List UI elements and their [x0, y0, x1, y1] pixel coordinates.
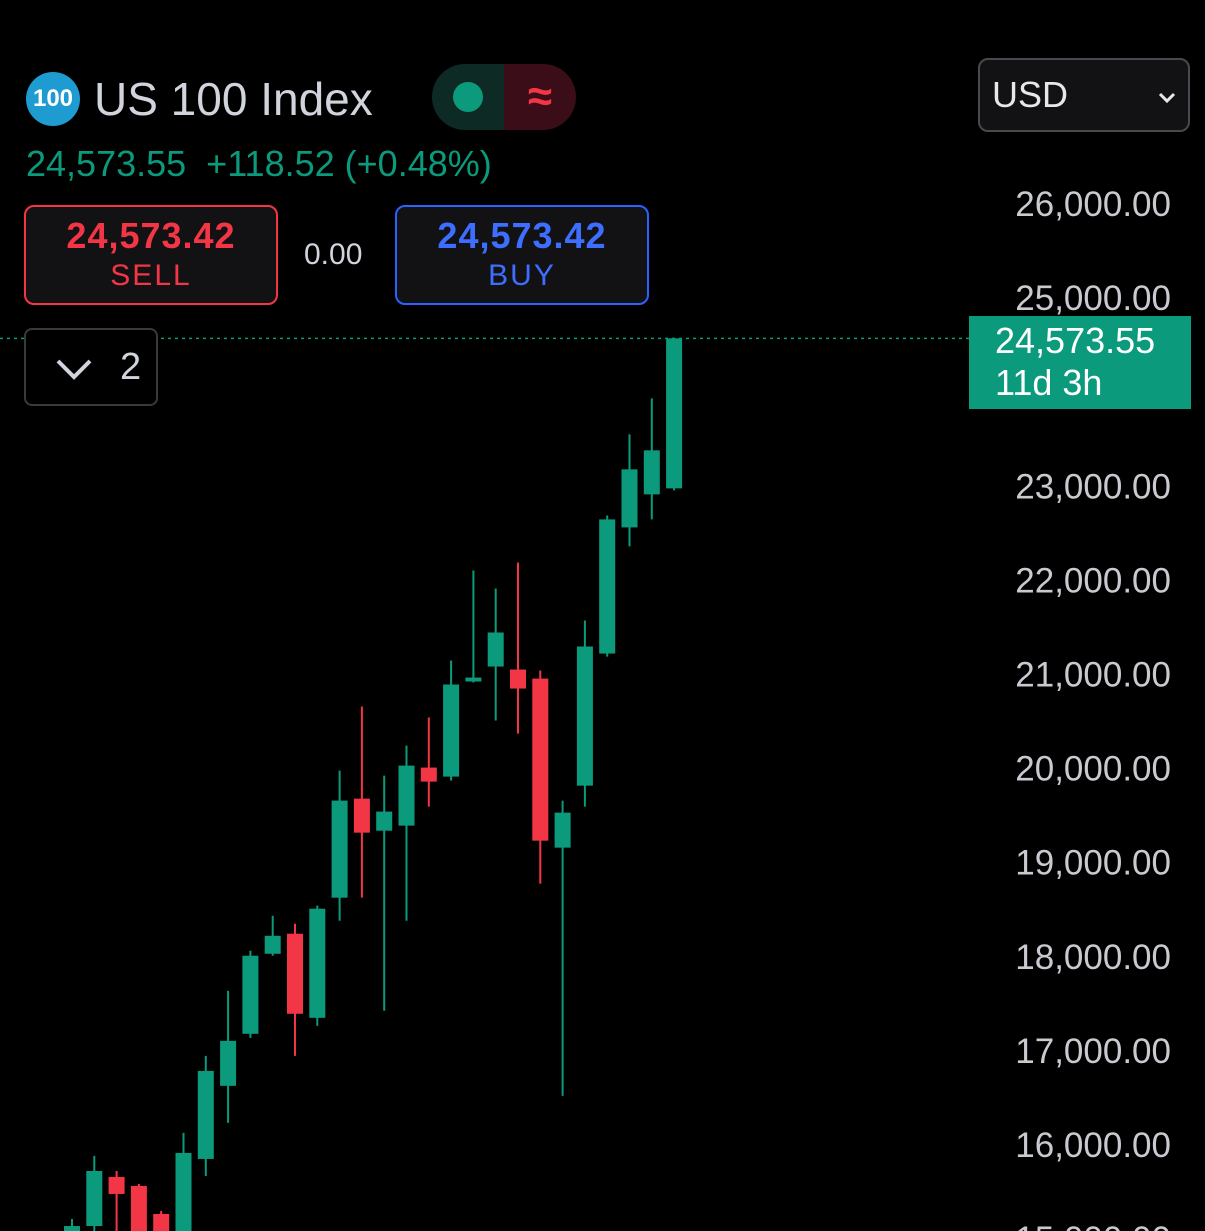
y-tick-label: 15,000.00 — [1015, 1220, 1171, 1231]
symbol-title: US 100 Index — [94, 73, 373, 125]
y-tick-label: 20,000.00 — [1015, 750, 1171, 789]
dropdown-icon — [1158, 92, 1176, 104]
candle-body — [420, 767, 437, 782]
delayed-indicator: ≈ — [504, 64, 576, 130]
market-open-indicator — [432, 64, 504, 130]
candle-body — [287, 933, 303, 1014]
chevron-icon — [56, 359, 92, 380]
y-tick-label: 17,000.00 — [1015, 1032, 1171, 1071]
y-tick-label: 22,000.00 — [1015, 561, 1171, 600]
candle-body — [621, 469, 638, 528]
collapse-count: 2 — [120, 345, 142, 388]
countdown: 11d 3h — [995, 362, 1103, 403]
change: +118.52 — [206, 143, 335, 184]
buy-button[interactable]: 24,573.42 BUY — [395, 205, 649, 305]
candle-body — [576, 646, 593, 786]
collapse-button[interactable]: 2 — [24, 328, 158, 406]
last-price-tag: 24,573.55 11d 3h — [969, 316, 1191, 409]
candle-body — [331, 800, 348, 898]
candle-body — [643, 450, 660, 495]
candle-body — [130, 1185, 147, 1231]
candle-body — [487, 632, 504, 667]
candle-body — [465, 677, 482, 682]
currency-label: USD — [992, 74, 1069, 115]
sell-label: SELL — [110, 259, 192, 292]
candle-body — [376, 811, 393, 831]
price-line: 24,573.55 +118.52 (+0.48%) — [26, 142, 492, 186]
candle-body — [398, 765, 415, 826]
candle-body — [309, 908, 326, 1018]
sell-button[interactable]: 24,573.42 SELL — [24, 205, 278, 305]
y-tick-label: 21,000.00 — [1015, 656, 1171, 695]
y-tick-label: 16,000.00 — [1015, 1126, 1171, 1165]
y-tick-label: 25,000.00 — [1015, 279, 1171, 318]
candle-body — [220, 1040, 237, 1086]
candle-body — [153, 1213, 170, 1231]
y-tick-label: 26,000.00 — [1015, 185, 1171, 224]
candle-body — [242, 955, 259, 1034]
currency-select[interactable]: USD — [978, 58, 1190, 132]
candle-body — [353, 798, 370, 833]
candle-body — [86, 1170, 103, 1227]
change-pct: (+0.48%) — [344, 143, 492, 184]
candle-body — [443, 684, 460, 777]
candle-body — [175, 1152, 192, 1231]
status-toggle[interactable]: ≈ — [432, 64, 576, 130]
buy-label: BUY — [488, 259, 556, 292]
candle-body — [64, 1226, 80, 1231]
candle-body — [554, 812, 571, 848]
candle-body — [264, 935, 281, 954]
sell-price: 24,573.42 — [66, 215, 236, 256]
candle-body — [532, 678, 549, 841]
candle-body — [599, 519, 616, 654]
candle-body — [510, 669, 526, 689]
symbol-badge: 100 — [26, 72, 80, 126]
last-price: 24,573.55 — [995, 320, 1156, 361]
y-tick-label: 18,000.00 — [1015, 938, 1171, 977]
candle-body — [666, 338, 683, 489]
buy-price: 24,573.42 — [437, 215, 607, 256]
y-tick-label: 19,000.00 — [1015, 844, 1171, 883]
y-tick-label: 23,000.00 — [1015, 467, 1171, 506]
price: 24,573.55 — [26, 143, 187, 184]
candle-body — [108, 1176, 125, 1194]
spread: 0.00 — [304, 238, 363, 271]
candle-body — [197, 1070, 214, 1159]
